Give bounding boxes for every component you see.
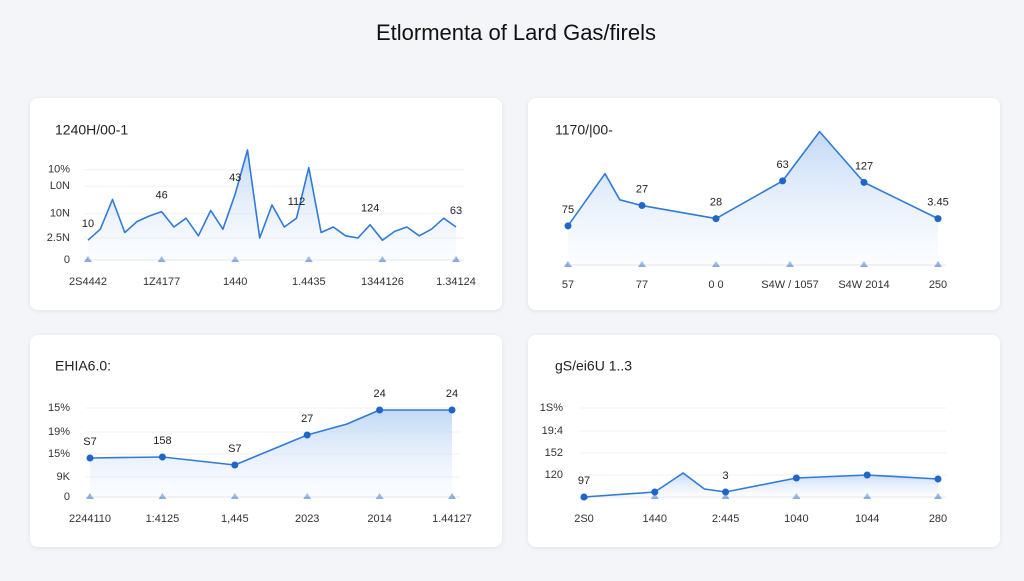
point (651, 488, 659, 496)
x-tick-label: 2014 (367, 513, 391, 525)
card-title: 1170/|00- (555, 122, 613, 138)
x-tick-label: 1440 (223, 276, 247, 288)
annotation: 27 (636, 183, 648, 195)
card-title: gS/ei6U 1..3 (555, 358, 632, 374)
x-tick-label: 2S4442 (69, 276, 107, 288)
x-tick-label: 1Z4177 (143, 276, 180, 288)
point (934, 475, 942, 483)
x-tick-label: 280 (929, 513, 947, 525)
area (90, 410, 452, 497)
point (376, 406, 384, 414)
y-tick-label: 152 (545, 447, 563, 459)
x-tick-label: 2023 (295, 513, 319, 525)
annotation: 3.45 (927, 197, 948, 209)
point (779, 177, 787, 185)
y-tick-label: 0 (64, 491, 70, 503)
x-tick-label: 2:445 (712, 513, 740, 525)
y-tick-label: 19% (48, 426, 70, 438)
point (231, 461, 239, 469)
y-tick-label: 120 (545, 469, 563, 481)
y-tick-label: 0 (64, 254, 70, 266)
x-tick-label: 1,445 (221, 513, 249, 525)
annotation: 3 (723, 470, 729, 482)
annotation: 43 (229, 172, 241, 184)
annotation: 10 (82, 218, 94, 230)
point (158, 453, 166, 461)
point (86, 454, 94, 462)
annotation: 127 (855, 160, 873, 172)
card-title: EHIA6.0: (55, 358, 111, 374)
y-tick-label: L0N (50, 180, 70, 192)
point (712, 215, 720, 223)
x-tick-label: 57 (562, 279, 574, 291)
x-tick-label: 1.34124 (436, 276, 476, 288)
x-tick-label: 250 (929, 279, 947, 291)
x-tick-label: 2S0 (574, 513, 594, 525)
annotation: S7 (83, 436, 96, 448)
point (722, 488, 730, 496)
line (87, 149, 457, 241)
point (564, 222, 572, 230)
point (792, 474, 800, 482)
annotation: 63 (776, 159, 788, 171)
point (448, 406, 456, 414)
x-tick-label: S4W / 1057 (761, 279, 818, 291)
x-tick-label: 1044 (855, 513, 879, 525)
annotation: 112 (288, 196, 306, 208)
x-tick-label: 1344126 (361, 276, 404, 288)
x-tick-label: 0 0 (708, 279, 723, 291)
annotation: 27 (301, 413, 313, 425)
annotation: 124 (361, 203, 379, 215)
annotation: 28 (710, 197, 722, 209)
point (863, 471, 871, 479)
annotation: 97 (578, 475, 590, 487)
annotation: 24 (446, 388, 458, 400)
point (580, 493, 588, 501)
x-tick-label: 1040 (784, 513, 808, 525)
x-tick-label: S4W 2014 (838, 279, 889, 291)
card-title: 1240H/00-1 (55, 122, 128, 138)
y-tick-label: 10% (48, 164, 70, 176)
annotation: 24 (373, 388, 385, 400)
y-tick-label: 1S% (540, 402, 563, 414)
x-tick-label: 1.4435 (292, 276, 326, 288)
annotation: 158 (153, 435, 171, 447)
y-tick-label: 19:4 (542, 425, 563, 437)
x-tick-label: 1.44127 (432, 513, 472, 525)
point (934, 215, 942, 223)
point (860, 178, 868, 186)
annotation: 63 (450, 205, 462, 217)
x-tick-label: 1440 (643, 513, 667, 525)
y-tick-label: 15% (48, 402, 70, 414)
page-title: Etlormenta of Lard Gas/firels (376, 20, 656, 45)
y-tick-label: 10N (50, 208, 70, 220)
y-tick-label: 9K (57, 471, 71, 483)
line (583, 472, 939, 498)
y-tick-label: 15% (48, 448, 70, 460)
annotation: 75 (562, 204, 574, 216)
point (303, 431, 311, 439)
annotation: 46 (155, 190, 167, 202)
x-tick-label: 2244110 (69, 513, 111, 525)
y-tick-label: 2.5N (47, 232, 70, 244)
point (638, 202, 646, 210)
x-tick-label: 1:4125 (146, 513, 180, 525)
x-tick-label: 77 (636, 279, 648, 291)
annotation: S7 (228, 443, 241, 455)
